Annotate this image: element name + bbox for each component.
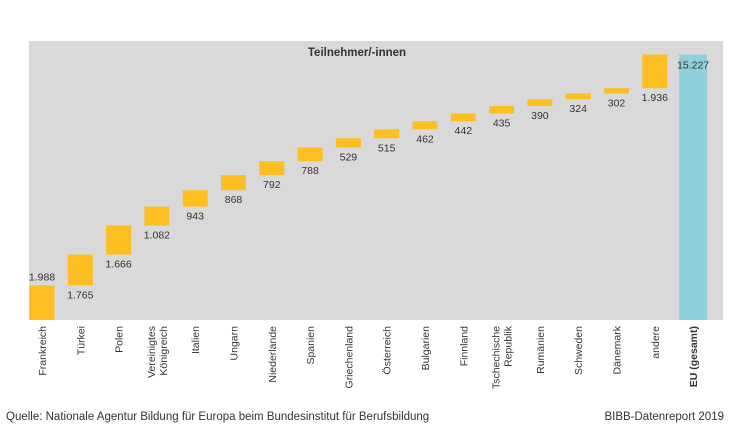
value-label-15: 324 bbox=[569, 103, 587, 115]
source-note: Quelle: Nationale Agentur Bildung für Eu… bbox=[6, 411, 430, 423]
bar-15 bbox=[565, 93, 591, 100]
axis-label-1: Frankreich bbox=[37, 326, 49, 376]
axis-label-12-line: Finnland bbox=[458, 326, 470, 366]
axis-label-13: Tschechische Republik bbox=[491, 325, 515, 389]
axis-label-4: Vereinigtes Königreich bbox=[146, 326, 170, 378]
axis-label-5: Italien bbox=[190, 326, 202, 354]
category-axis-labels: Frankreich Türkei Polen Vereinigtes Königrei… bbox=[37, 325, 700, 389]
axis-label-8: Spanien bbox=[305, 326, 317, 365]
bar-1 bbox=[29, 285, 55, 320]
axis-label-11-line: Bulgarien bbox=[420, 326, 432, 371]
axis-label-14-line: Rumänien bbox=[535, 326, 547, 374]
value-label-1: 1.988 bbox=[29, 271, 55, 283]
bar-6 bbox=[221, 175, 246, 191]
value-label-2: 1.765 bbox=[67, 289, 93, 301]
axis-label-15-line: Schweden bbox=[573, 326, 585, 375]
bar-9 bbox=[335, 138, 361, 148]
axis-label-11: Bulgarien bbox=[420, 326, 432, 371]
total-bar bbox=[679, 54, 708, 320]
value-label-11: 462 bbox=[416, 133, 434, 145]
bar-17 bbox=[642, 54, 668, 89]
chart-title: Teilnehmer/-innen bbox=[308, 47, 406, 59]
axis-label-7-line: Niederlande bbox=[267, 326, 279, 383]
value-label-7: 792 bbox=[263, 179, 281, 191]
axis-label-6-line: Ungarn bbox=[229, 326, 241, 361]
axis-label-9-line: Griechenland bbox=[343, 326, 355, 389]
publication-credit: BIBB-Datenreport 2019 bbox=[604, 411, 724, 423]
bar-11 bbox=[412, 121, 438, 130]
axis-label-17: andere bbox=[650, 326, 662, 359]
axis-label-4-line: Vereinigtes bbox=[146, 326, 158, 378]
bar-14 bbox=[527, 99, 553, 106]
axis-label-3-line: Polen bbox=[114, 326, 126, 353]
axis-label-9: Griechenland bbox=[343, 326, 355, 389]
bar-2 bbox=[67, 254, 93, 286]
axis-label-16: Dänemark bbox=[612, 325, 624, 374]
plot-area bbox=[29, 41, 723, 320]
axis-label-10-line: Österreich bbox=[382, 326, 394, 375]
bar-13 bbox=[489, 105, 515, 114]
value-label-14: 390 bbox=[531, 110, 549, 122]
value-label-13: 435 bbox=[493, 118, 511, 130]
bar-7 bbox=[259, 161, 285, 176]
value-label-4: 1.082 bbox=[144, 230, 170, 242]
value-label-8: 788 bbox=[301, 165, 319, 177]
axis-label-13-line: Tschechische bbox=[491, 326, 503, 389]
axis-label-14: Rumänien bbox=[535, 326, 547, 374]
axis-label-8-line: Spanien bbox=[305, 326, 317, 365]
bar-12 bbox=[450, 113, 476, 122]
axis-label-total-line: EU (gesamt) bbox=[688, 326, 700, 387]
bar-8 bbox=[297, 147, 323, 162]
value-label-5: 943 bbox=[186, 211, 204, 223]
axis-label-3: Polen bbox=[114, 326, 126, 353]
bar-3 bbox=[106, 225, 132, 255]
axis-label-2-line: Türkei bbox=[75, 326, 87, 355]
bar-5 bbox=[182, 190, 208, 207]
bar-10 bbox=[374, 129, 400, 139]
value-label-group: 1.988 1.765 1.666 1.082 943 868 792 788 529 515 46… bbox=[29, 59, 709, 301]
axis-label-10: Österreich bbox=[382, 326, 394, 375]
value-label-10: 515 bbox=[378, 142, 396, 154]
value-label-6: 868 bbox=[225, 194, 243, 206]
value-label-9: 529 bbox=[340, 152, 358, 164]
total-value-label: 15.227 bbox=[677, 59, 709, 71]
axis-label-5-line: Italien bbox=[190, 326, 202, 354]
axis-label-2: Türkei bbox=[75, 326, 87, 355]
axis-label-12: Finnland bbox=[458, 326, 470, 366]
axis-label-17-line: andere bbox=[650, 326, 662, 359]
bar-16 bbox=[604, 88, 629, 94]
axis-label-16-line: Dänemark bbox=[612, 325, 624, 374]
axis-label-13-line: Republik bbox=[503, 325, 515, 367]
bar-4 bbox=[144, 206, 170, 226]
value-label-16: 302 bbox=[608, 98, 626, 110]
value-label-12: 442 bbox=[455, 125, 473, 137]
axis-label-4-line: Königreich bbox=[158, 326, 170, 376]
axis-label-1-line: Frankreich bbox=[37, 326, 49, 376]
axis-label-6: Ungarn bbox=[229, 326, 241, 361]
value-label-17: 1.936 bbox=[642, 92, 668, 104]
axis-label-15: Schweden bbox=[573, 326, 585, 375]
value-label-3: 1.666 bbox=[105, 259, 131, 271]
bar-group bbox=[29, 54, 708, 320]
axis-label-7: Niederlande bbox=[267, 326, 279, 383]
axis-label-total: EU (gesamt) bbox=[688, 326, 700, 387]
